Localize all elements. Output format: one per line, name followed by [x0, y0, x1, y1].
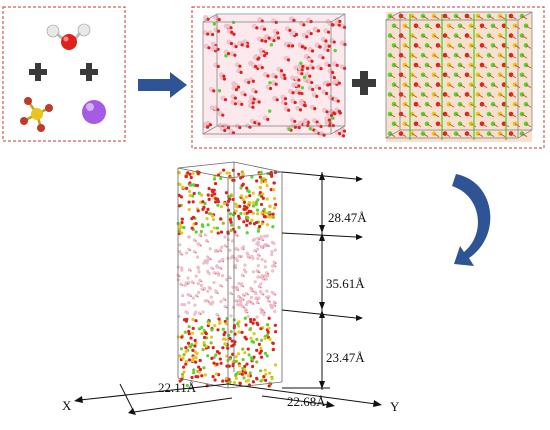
x-axis-label: X: [62, 398, 72, 413]
right-arrow-icon: [138, 72, 187, 98]
bottom-height-label: 23.47Å: [326, 350, 365, 365]
plus-icon: [80, 63, 98, 81]
water-molecule-icon: [46, 23, 91, 50]
salt-crystal-box: [385, 11, 533, 142]
axis-arrowheads: [74, 396, 382, 415]
dimension-lines: [281, 171, 357, 390]
top-height-label: 28.47Å: [328, 210, 367, 225]
plus-icon: [29, 63, 47, 81]
plus-icon: [352, 71, 376, 95]
potassium-ion-icon: [82, 100, 106, 124]
y-axis-label: Y: [390, 399, 400, 414]
sulfate-ion-icon: [20, 97, 53, 132]
composite-simulation-box: [176, 161, 283, 389]
base-axes: [79, 383, 377, 413]
curved-down-arrow-icon: [452, 174, 491, 266]
water-box: [202, 13, 347, 138]
middle-height-label: 35.61Å: [326, 276, 365, 291]
dimension-arrowheads: [319, 172, 363, 389]
y-width-label: 22.68Å: [287, 394, 326, 409]
x-width-label: 22.11Å: [158, 380, 197, 395]
